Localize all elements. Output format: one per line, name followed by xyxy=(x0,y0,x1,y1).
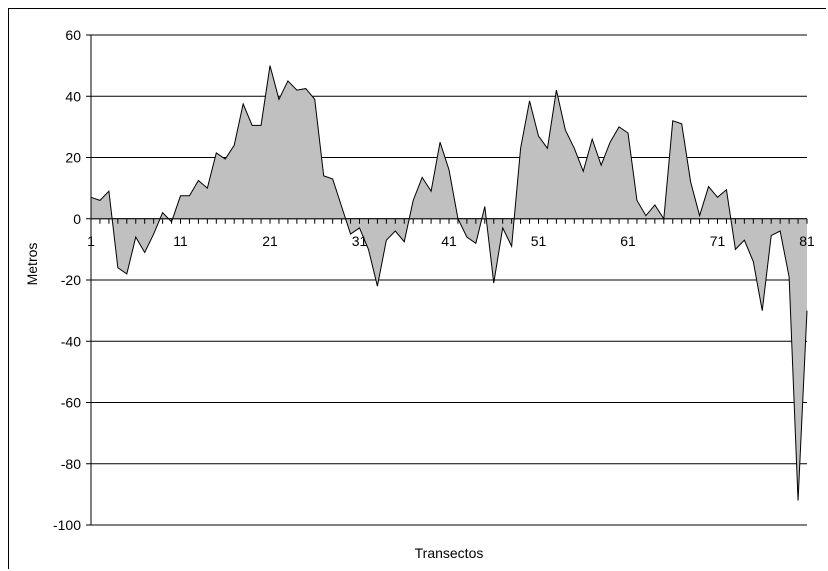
x-tick-label: 51 xyxy=(531,233,547,249)
y-tick-label: 60 xyxy=(65,27,81,43)
area-series-line xyxy=(90,65,808,501)
y-axis-tick-labels: 60 40 20 0 -20 -40 -60 -80 -100 xyxy=(53,27,81,533)
y-tick-label: -100 xyxy=(53,517,81,533)
y-axis-title: Metros xyxy=(24,243,40,286)
x-axis xyxy=(90,218,808,224)
x-tick-label: 41 xyxy=(441,233,457,249)
x-tick-label: 71 xyxy=(710,233,726,249)
y-tick-label: 40 xyxy=(65,88,81,104)
x-tick-label: 61 xyxy=(620,233,636,249)
y-tick-label: 0 xyxy=(73,211,81,227)
gridlines xyxy=(86,34,807,526)
y-tick-label: 20 xyxy=(65,150,81,166)
x-tick-label: 11 xyxy=(173,233,188,249)
y-tick-label: -20 xyxy=(61,272,81,288)
chart-frame xyxy=(8,8,826,569)
x-axis-title: Transectos xyxy=(415,545,484,561)
y-tick-label: -80 xyxy=(61,456,81,472)
x-tick-label: 81 xyxy=(799,233,815,249)
area-series-fill xyxy=(91,65,807,501)
y-tick-label: -40 xyxy=(61,333,81,349)
x-tick-label: 21 xyxy=(262,233,278,249)
y-tick-label: -60 xyxy=(61,395,81,411)
x-tick-label: 31 xyxy=(352,233,368,249)
x-axis-tick-labels: 11121314151617181 xyxy=(87,233,815,249)
